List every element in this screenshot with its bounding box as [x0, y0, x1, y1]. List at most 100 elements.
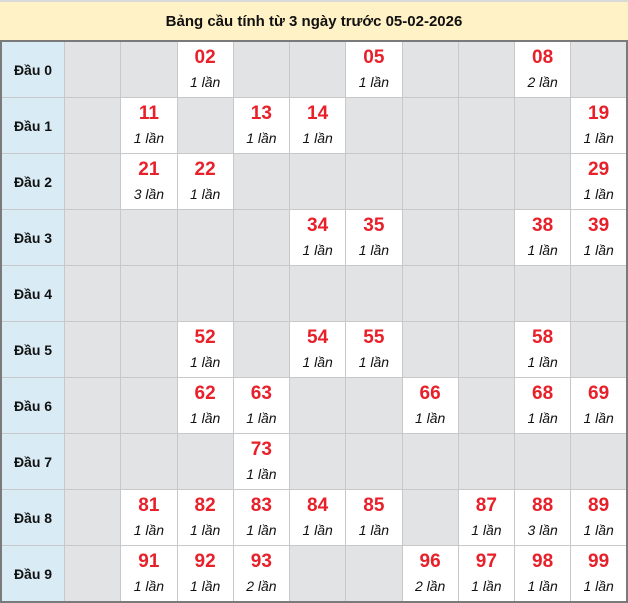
empty-cell: [401, 265, 459, 322]
row-label: Đầu 4: [0, 265, 65, 322]
number: 99: [588, 551, 610, 572]
empty-cell: [570, 40, 628, 98]
number: 52: [194, 327, 216, 348]
number: 58: [532, 327, 554, 348]
number-cell: 38 1 lần: [513, 209, 572, 266]
number-cell: 58 1 lần: [513, 321, 572, 378]
empty-cell: [457, 209, 516, 266]
row-label: Đầu 1: [0, 97, 65, 154]
number: 21: [138, 159, 160, 180]
empty-cell: [63, 40, 122, 98]
number-cell: 29 1 lần: [570, 153, 628, 210]
count: 2 lần: [414, 578, 446, 594]
empty-cell: [288, 433, 347, 490]
number: 98: [532, 551, 554, 572]
count: 2 lần: [246, 578, 277, 594]
number-cell: 81 1 lần: [120, 489, 178, 546]
empty-cell: [401, 153, 459, 210]
count: 1 lần: [302, 354, 333, 370]
empty-cell: [570, 433, 628, 490]
number-cell: 84 1 lần: [288, 489, 347, 546]
number-cell: 08 2 lần: [513, 40, 572, 98]
number: 38: [532, 215, 554, 236]
number-cell: 66 1 lần: [401, 377, 459, 434]
count: 1 lần: [358, 242, 390, 258]
empty-cell: [63, 153, 122, 210]
count: 1 lần: [583, 130, 614, 146]
empty-cell: [176, 209, 234, 266]
number: 19: [588, 103, 610, 124]
count: 1 lần: [133, 522, 165, 538]
number: 88: [532, 495, 554, 516]
count: 1 lần: [246, 466, 277, 482]
count: 1 lần: [302, 130, 333, 146]
table-row: Đầu 8 81 1 lần 82 1 lần 83 1 lần 84 1 lần 85 1 lần…: [0, 489, 628, 546]
number-cell: 11 1 lần: [120, 97, 178, 154]
row-label: Đầu 9: [0, 545, 65, 603]
empty-cell: [570, 321, 628, 378]
count: 1 lần: [189, 410, 221, 426]
count: 1 lần: [133, 130, 165, 146]
number-cell: 63 1 lần: [232, 377, 291, 434]
empty-cell: [176, 433, 234, 490]
count: 1 lần: [189, 354, 221, 370]
number: 91: [138, 551, 160, 572]
count: 1 lần: [583, 242, 614, 258]
number-cell: 69 1 lần: [570, 377, 628, 434]
number: 55: [363, 327, 385, 348]
empty-cell: [401, 97, 459, 154]
number-cell: 13 1 lần: [232, 97, 291, 154]
number: 13: [250, 103, 272, 124]
number: 05: [363, 47, 385, 68]
empty-cell: [401, 209, 459, 266]
table-row: Đầu 0 02 1 lần 05 1 lần 08 2 lần: [0, 40, 628, 98]
count: 1 lần: [583, 578, 614, 594]
table-row: Đầu 4: [0, 265, 628, 322]
row-label: Đầu 7: [0, 433, 65, 490]
empty-cell: [457, 40, 516, 98]
number: 54: [307, 327, 329, 348]
empty-cell: [63, 321, 122, 378]
number: 81: [138, 495, 160, 516]
count: 1 lần: [189, 522, 221, 538]
count: 3 lần: [527, 522, 558, 538]
count: 1 lần: [583, 522, 614, 538]
empty-cell: [457, 377, 516, 434]
empty-cell: [457, 321, 516, 378]
empty-cell: [288, 545, 347, 603]
count: 1 lần: [189, 74, 221, 90]
number: 11: [138, 103, 159, 124]
empty-cell: [232, 153, 291, 210]
empty-cell: [288, 40, 347, 98]
number: 73: [250, 439, 272, 460]
empty-cell: [120, 377, 178, 434]
count: 3 lần: [133, 186, 165, 202]
number-cell: 34 1 lần: [288, 209, 347, 266]
count: 1 lần: [471, 522, 502, 538]
table-row: Đầu 1 11 1 lần 13 1 lần 14 1 lần 19 1 lần: [0, 97, 628, 154]
number: 62: [194, 383, 216, 404]
empty-cell: [570, 265, 628, 322]
number: 84: [307, 495, 329, 516]
table-row: Đầu 7 73 1 lần: [0, 433, 628, 490]
number-cell: 22 1 lần: [176, 153, 234, 210]
number-cell: 91 1 lần: [120, 545, 178, 603]
empty-cell: [288, 153, 347, 210]
empty-cell: [63, 433, 122, 490]
number: 39: [588, 215, 610, 236]
number: 14: [307, 103, 329, 124]
number: 66: [419, 383, 441, 404]
empty-cell: [513, 265, 572, 322]
empty-cell: [345, 153, 403, 210]
number: 29: [588, 159, 610, 180]
number-cell: 62 1 lần: [176, 377, 234, 434]
number-cell: 55 1 lần: [345, 321, 403, 378]
empty-cell: [232, 40, 291, 98]
count: 1 lần: [246, 522, 277, 538]
number-cell: 87 1 lần: [457, 489, 516, 546]
empty-cell: [120, 40, 178, 98]
empty-cell: [345, 377, 403, 434]
number-cell: 54 1 lần: [288, 321, 347, 378]
number: 68: [532, 383, 554, 404]
